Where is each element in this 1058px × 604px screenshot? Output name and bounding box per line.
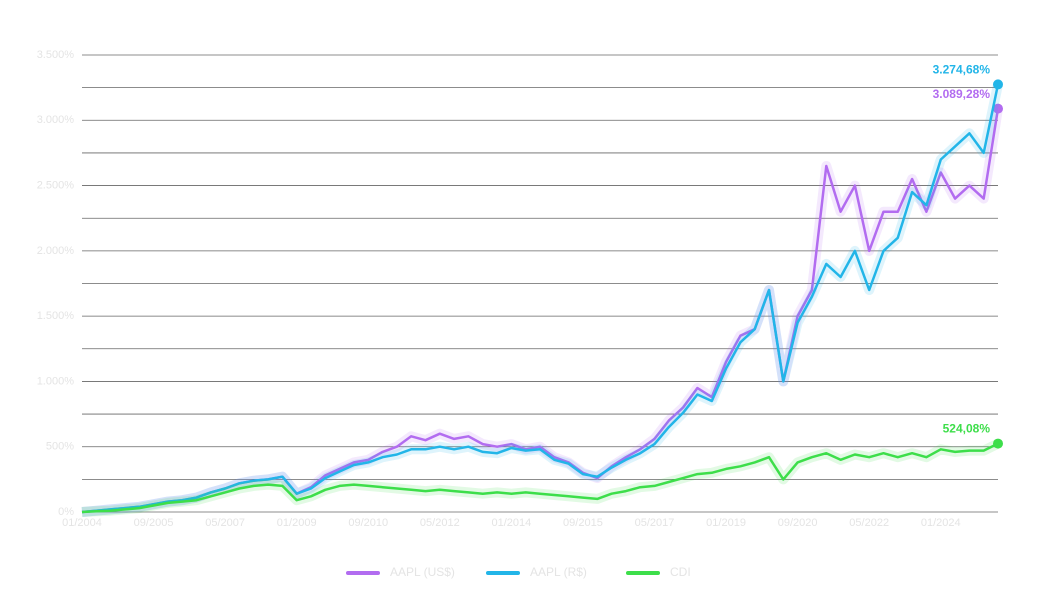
x-tick-label: 09/2015 [563, 517, 603, 529]
end-label: 524,08% [943, 422, 991, 436]
y-tick-label: 1.500% [37, 310, 75, 322]
y-tick-label: 0% [58, 506, 74, 518]
end-label: 3.274,68% [933, 63, 991, 77]
x-tick-label: 01/2004 [62, 517, 102, 529]
x-tick-label: 01/2009 [277, 517, 317, 529]
y-tick-label: 2.000% [37, 245, 75, 257]
x-tick-label: 01/2014 [491, 517, 531, 529]
x-tick-label: 05/2017 [635, 517, 675, 529]
x-tick-label: 05/2012 [420, 517, 460, 529]
end-point [993, 103, 1003, 114]
legend-label: AAPL (US$) [390, 565, 455, 579]
series-line [81, 84, 1000, 514]
end-point [993, 438, 1003, 449]
y-tick-label: 3.500% [37, 49, 75, 61]
y-tick-label: 2.500% [37, 179, 75, 191]
y-tick-label: 500% [46, 441, 74, 453]
x-tick-label: 01/2024 [921, 517, 961, 529]
legend-label: AAPL (R$) [530, 565, 587, 579]
legend-label: CDI [670, 565, 691, 579]
x-tick-label: 05/2007 [205, 517, 245, 529]
end-point [993, 79, 1003, 90]
end-label: 3.089,28% [933, 87, 991, 101]
x-tick-label: 09/2005 [134, 517, 174, 529]
x-tick-label: 05/2022 [849, 517, 889, 529]
x-tick-label: 09/2010 [348, 517, 388, 529]
y-tick-label: 1.000% [37, 375, 75, 387]
x-tick-label: 09/2020 [778, 517, 818, 529]
y-tick-label: 3.000% [37, 114, 75, 126]
series-glow [81, 83, 1003, 517]
series-line [81, 442, 999, 514]
x-tick-label: 01/2019 [706, 517, 746, 529]
